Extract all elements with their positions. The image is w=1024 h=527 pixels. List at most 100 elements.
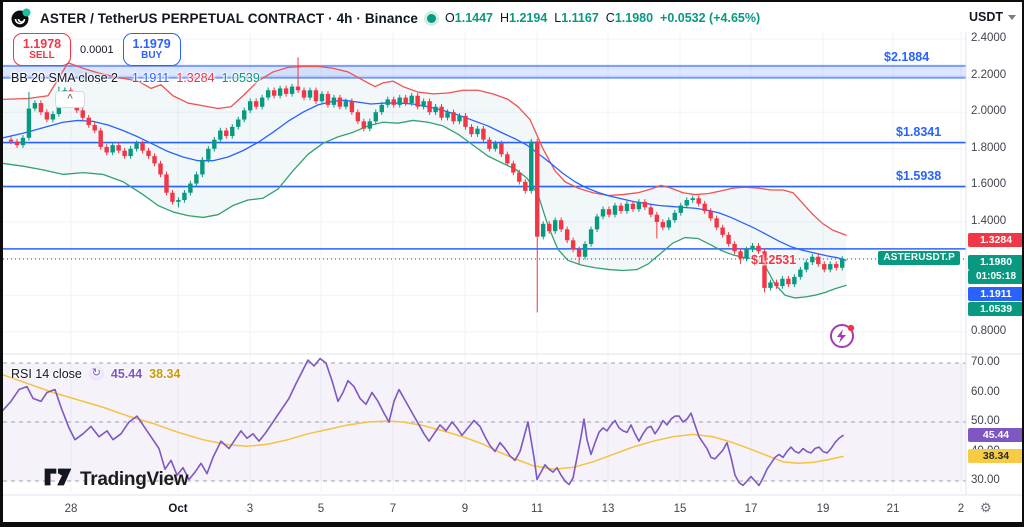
candle xyxy=(570,240,576,250)
candle xyxy=(253,101,259,107)
candle xyxy=(301,90,307,98)
bb-basis-line xyxy=(3,99,847,261)
price-level-label[interactable]: $2.1884 xyxy=(884,50,930,64)
candle xyxy=(720,227,725,235)
candle xyxy=(822,264,827,270)
candle xyxy=(44,112,50,120)
candle xyxy=(558,220,564,230)
sell-button[interactable]: 1.1978 SELL xyxy=(13,33,71,66)
candle xyxy=(116,145,121,151)
candle xyxy=(218,130,223,140)
candle xyxy=(385,99,390,105)
candle xyxy=(780,278,785,287)
price-tick: 0.8000 xyxy=(971,324,1007,337)
candle xyxy=(337,97,343,107)
price-level-label[interactable]: $1.8341 xyxy=(896,125,942,139)
collapse-pane-button[interactable]: ^ xyxy=(55,91,85,108)
candle xyxy=(475,128,480,135)
candle xyxy=(756,245,761,252)
candle xyxy=(319,93,325,102)
candle xyxy=(624,203,630,212)
main-chart-canvas[interactable] xyxy=(3,2,1024,527)
bb-indicator-legend[interactable]: BB 20 SMA close 2 1.1911 1.3284 1.0539 xyxy=(11,71,260,85)
candle xyxy=(487,139,492,149)
candle xyxy=(786,278,791,285)
price-axis-badge: 1.1911 xyxy=(968,287,1022,301)
time-tick: 17 xyxy=(744,503,758,515)
time-tick: 15 xyxy=(673,503,687,515)
candle xyxy=(594,216,600,230)
candle xyxy=(505,154,510,164)
candle xyxy=(80,110,85,118)
candle xyxy=(774,282,779,287)
rsi-indicator-legend[interactable]: RSI 14 close ↻ 45.44 38.34 xyxy=(11,366,181,381)
tradingview-watermark[interactable]: TradingView xyxy=(43,464,189,495)
candle xyxy=(194,174,199,184)
candle xyxy=(517,172,522,182)
candle xyxy=(529,141,534,191)
candle xyxy=(630,203,636,210)
candle xyxy=(433,106,438,113)
candle xyxy=(696,198,701,204)
candle xyxy=(236,119,241,127)
candle xyxy=(259,97,265,107)
price-axis-badge: 1.3284 xyxy=(968,233,1022,247)
candle xyxy=(702,203,707,212)
candle xyxy=(146,150,151,157)
candle xyxy=(313,90,319,102)
candle xyxy=(379,104,384,113)
lightning-icon[interactable] xyxy=(829,322,857,355)
time-tick: 21 xyxy=(886,503,900,515)
price-tick: 1.4000 xyxy=(971,215,1007,227)
aster-logo-icon[interactable] xyxy=(11,8,31,28)
candle xyxy=(421,101,426,107)
candle xyxy=(828,264,833,270)
candle xyxy=(265,90,271,98)
tradingview-logo-icon xyxy=(43,464,73,495)
candle xyxy=(176,200,181,202)
candle xyxy=(493,143,498,149)
candle xyxy=(307,90,313,98)
candle xyxy=(792,276,797,285)
candle xyxy=(499,143,504,155)
candle xyxy=(618,205,624,212)
candle xyxy=(212,139,217,149)
candle xyxy=(110,145,115,153)
candle xyxy=(648,207,654,215)
gear-icon[interactable]: ⚙ xyxy=(980,500,992,515)
candle xyxy=(277,88,283,96)
candle xyxy=(445,112,450,118)
candle xyxy=(840,258,845,268)
currency-selector[interactable]: USDT xyxy=(969,10,1017,24)
candle xyxy=(541,223,546,237)
candle xyxy=(38,103,44,113)
chevron-down-icon xyxy=(1008,14,1017,20)
buy-button[interactable]: 1.1979 BUY xyxy=(122,33,181,66)
rsi-ma-line xyxy=(3,374,844,470)
candle xyxy=(86,117,91,126)
order-widget: 1.1978 SELL 0.0001 1.1979 BUY xyxy=(13,33,181,66)
bb-lower-line xyxy=(3,119,847,299)
symbol-title[interactable]: ASTER / TetherUS PERPETUAL CONTRACT · 4h… xyxy=(40,10,419,26)
refresh-icon[interactable]: ↻ xyxy=(88,366,104,381)
candle xyxy=(732,243,737,252)
candle xyxy=(666,220,671,228)
candle xyxy=(295,86,301,91)
price-axis-badge: 1.0539 xyxy=(968,302,1022,316)
price-level-label[interactable]: $1.5938 xyxy=(896,169,942,183)
candle xyxy=(511,163,516,173)
spread-value: 0.0001 xyxy=(78,42,116,57)
price-tick: 1.6000 xyxy=(971,178,1007,191)
price-level-label[interactable]: $1.2531 xyxy=(751,253,797,267)
rsi-value: 45.44 xyxy=(110,366,143,381)
price-tick: 2.0000 xyxy=(971,105,1007,118)
candle xyxy=(200,159,205,175)
candle xyxy=(128,148,133,157)
time-tick: 28 xyxy=(64,503,78,515)
rsi-axis-badge: 45.44 xyxy=(968,428,1022,443)
candle xyxy=(8,139,14,142)
rsi-line xyxy=(3,357,844,487)
candle xyxy=(158,163,163,175)
rsi-axis-badge: 38.34 xyxy=(968,449,1022,464)
candle xyxy=(325,93,331,105)
